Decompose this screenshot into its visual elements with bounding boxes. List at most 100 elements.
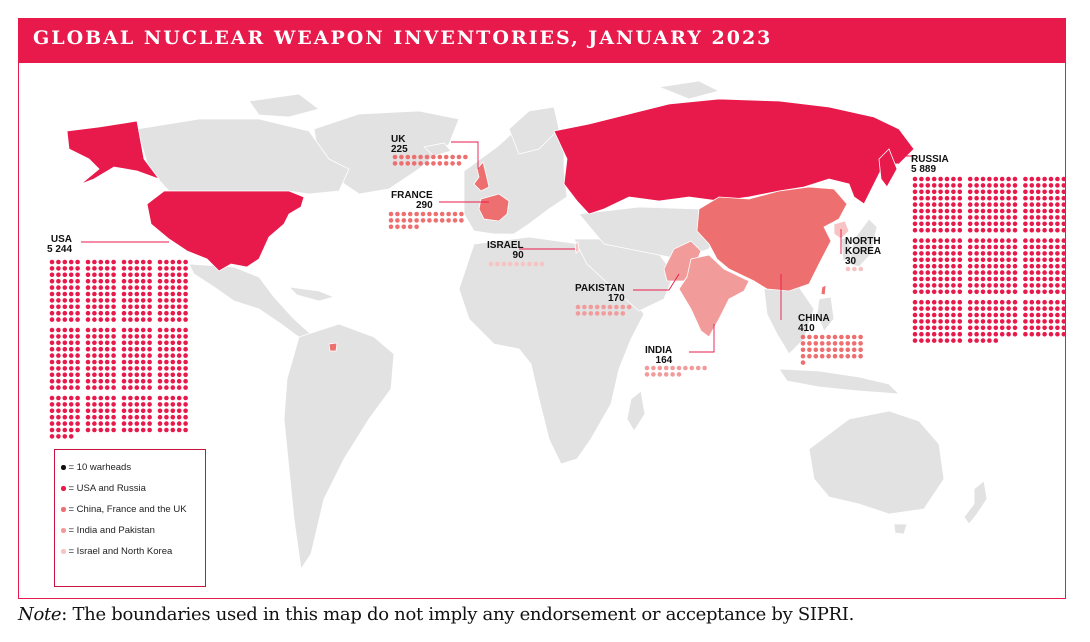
warhead-dot — [912, 221, 918, 227]
warhead-dot — [1006, 312, 1011, 318]
warhead-dot — [1012, 283, 1018, 288]
warhead-dot — [999, 270, 1005, 275]
warhead-dot — [164, 304, 169, 310]
warhead-dot — [157, 259, 163, 265]
warhead-dot — [993, 189, 999, 195]
warhead-dot — [68, 346, 74, 352]
warhead-dot — [1029, 227, 1035, 233]
warhead-dot — [147, 278, 152, 284]
warhead-dot — [1029, 183, 1035, 188]
warhead-dot — [974, 319, 979, 324]
warhead-dot — [919, 299, 924, 305]
warhead-dot — [1061, 221, 1065, 227]
kamchatka-shape — [878, 148, 898, 188]
warhead-dot — [980, 331, 986, 337]
warhead-dot — [1029, 176, 1035, 182]
warhead-dot — [98, 334, 104, 339]
warhead-dot — [1029, 289, 1035, 295]
warhead-dot — [56, 285, 61, 290]
warhead-dot — [1048, 257, 1054, 263]
warhead-dot — [92, 372, 97, 378]
warhead-dot — [1023, 331, 1028, 337]
warhead-dot — [128, 353, 133, 358]
warhead-dot — [925, 299, 931, 305]
label-france-name: FRANCE — [391, 190, 433, 201]
warhead-dot — [147, 366, 152, 371]
warhead-dot — [134, 366, 140, 371]
warhead-dot — [92, 310, 97, 316]
label-usa: USA 5 244 — [47, 235, 72, 255]
warhead-dot — [1012, 202, 1018, 207]
warhead-dot — [49, 340, 55, 346]
warhead-dot — [49, 395, 55, 401]
warhead-dot — [993, 319, 999, 324]
warhead-dot — [176, 395, 182, 401]
warhead-dot — [938, 202, 943, 207]
warhead-dot — [128, 259, 133, 265]
label-israel-name: ISRAEL — [487, 240, 524, 251]
warhead-dot — [951, 283, 956, 288]
warhead-dot — [845, 334, 851, 340]
label-pakistan-name: PAKISTAN — [575, 283, 625, 294]
warhead-dot — [931, 244, 937, 250]
warhead-dot — [974, 289, 979, 295]
warhead-dot — [170, 421, 176, 426]
warhead-dot — [1006, 227, 1011, 233]
warhead-dot — [980, 263, 986, 269]
warhead-dot — [919, 227, 924, 233]
legend-text-scale: = 10 warheads — [68, 462, 132, 473]
warhead-dot — [121, 421, 127, 426]
warhead-dot — [1042, 183, 1047, 188]
warhead-dot — [601, 304, 606, 310]
warhead-dot — [147, 353, 152, 358]
footnote-text: : The boundaries used in this map do not… — [61, 604, 855, 625]
warhead-dot — [183, 395, 188, 401]
warhead-dot — [183, 327, 188, 333]
warhead-dot — [951, 276, 956, 282]
warhead-dot — [92, 285, 97, 290]
warhead-dot — [170, 285, 176, 290]
scandinavia-shape — [508, 106, 560, 155]
warhead-dot — [944, 306, 950, 311]
warhead-dot — [176, 266, 182, 271]
warhead-dot — [128, 366, 133, 371]
label-india: INDIA 164 — [645, 346, 672, 366]
legend-dot-scale — [61, 465, 66, 470]
warhead-dot — [75, 346, 80, 352]
warhead-dot — [56, 434, 61, 439]
warhead-dot — [1042, 276, 1047, 282]
warhead-dot — [938, 238, 943, 243]
warhead-dot — [800, 353, 806, 359]
warhead-dot — [957, 325, 963, 331]
warhead-dot — [1023, 299, 1028, 305]
warhead-dot — [128, 334, 133, 339]
warhead-dot — [925, 283, 931, 288]
warhead-dot — [588, 311, 594, 316]
warhead-dot — [92, 408, 97, 414]
warhead-dot — [851, 341, 857, 346]
warhead-dot — [826, 353, 831, 359]
warhead-dot — [164, 272, 169, 278]
warhead-dot — [164, 340, 169, 346]
warhead-dot — [68, 340, 74, 346]
warhead-dot — [140, 378, 146, 384]
warhead-dot — [987, 176, 992, 182]
warhead-dot — [944, 276, 950, 282]
legend-row-india-pakistan: = India and Pakistan — [61, 525, 155, 536]
warhead-dot — [1029, 319, 1035, 324]
warhead-dot — [1055, 208, 1060, 214]
warhead-dot — [999, 215, 1005, 220]
warhead-dot — [1042, 257, 1047, 263]
warhead-dot — [134, 327, 140, 333]
warhead-dot — [957, 202, 963, 207]
warhead-dot — [92, 427, 97, 433]
warhead-dot — [993, 325, 999, 331]
warhead-dot — [957, 276, 963, 282]
warhead-dot — [938, 325, 943, 331]
warhead-dot — [121, 291, 127, 297]
warhead-dot — [140, 272, 146, 278]
warhead-dot — [931, 251, 937, 256]
warhead-dot — [128, 340, 133, 346]
warhead-dot — [1055, 283, 1060, 288]
warhead-dot — [925, 244, 931, 250]
